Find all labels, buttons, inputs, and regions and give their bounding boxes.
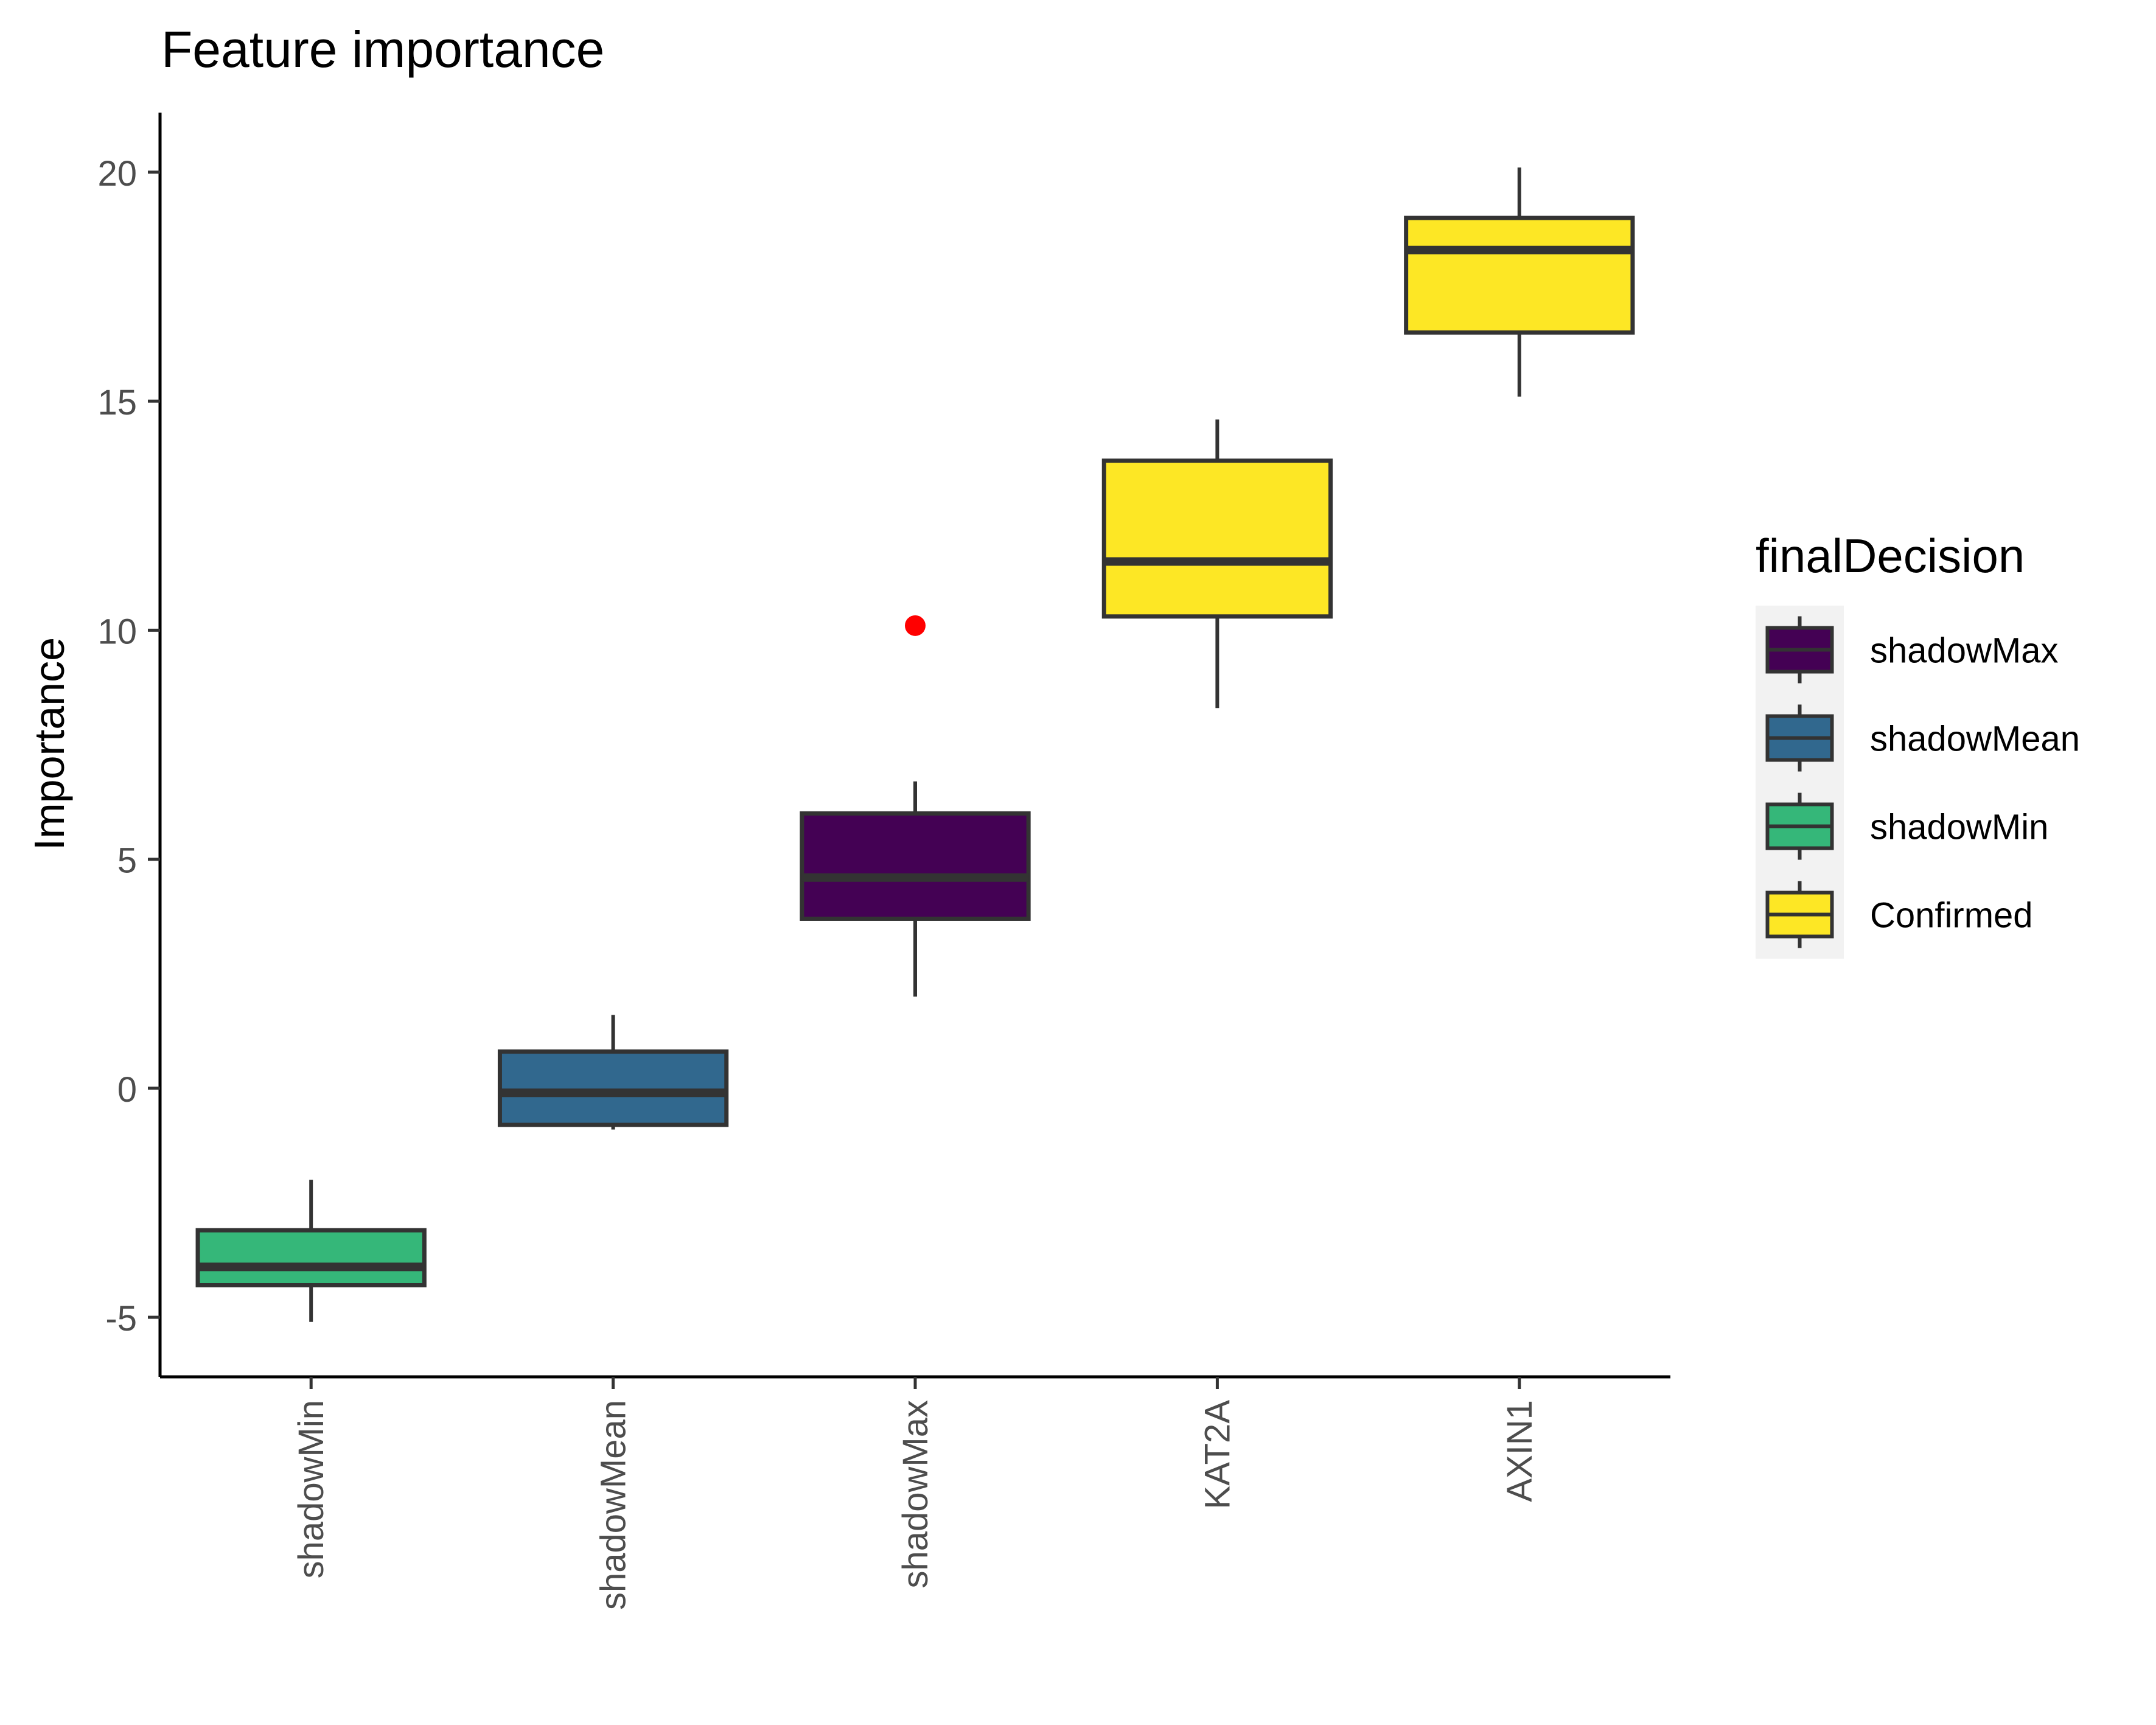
y-tick-label: 5 [117, 841, 137, 881]
box-KAT2A [1101, 419, 1333, 709]
legend-label: shadowMean [1870, 719, 2080, 759]
x-tick-label: KAT2A [1198, 1400, 1237, 1510]
box-iqr [800, 811, 1031, 921]
y-axis-label: Importance [26, 637, 73, 850]
box-iqr [195, 1228, 427, 1287]
legend: finalDecision shadowMax shadowMean shadowM… [1756, 529, 2080, 959]
box-iqr [1101, 458, 1333, 619]
legend-entry: shadowMin [1765, 793, 2048, 860]
x-tick-label: AXIN1 [1500, 1400, 1540, 1502]
legend-entry: shadowMean [1765, 704, 2080, 772]
legend-title: finalDecision [1756, 529, 2025, 583]
boxplot-boxes [195, 167, 1635, 1322]
box-iqr [1404, 215, 1635, 335]
x-tick-label: shadowMax [896, 1400, 935, 1588]
outlier-point [905, 615, 926, 636]
box-iqr [497, 1049, 729, 1127]
box-shadowMin [195, 1180, 427, 1322]
outlier-points [905, 615, 926, 636]
box-shadowMean [497, 1015, 729, 1130]
legend-label: shadowMin [1870, 808, 2048, 847]
legend-label: Confirmed [1870, 896, 2033, 936]
legend-entry: shadowMax [1765, 616, 2058, 684]
y-tick-label: 20 [97, 154, 137, 194]
x-axis: shadowMin shadowMean shadowMax KAT2A AXIN1 [160, 1375, 1670, 1610]
y-tick-label: -5 [105, 1299, 137, 1338]
y-tick-label: 0 [117, 1070, 137, 1110]
box-shadowMax [800, 781, 1031, 997]
y-tick-label: 15 [97, 383, 137, 422]
legend-label: shadowMax [1870, 631, 2058, 671]
x-tick-label: shadowMean [594, 1400, 633, 1610]
x-tick-label: shadowMin [291, 1400, 331, 1578]
legend-entry: Confirmed [1765, 881, 2033, 948]
y-tick-label: 10 [97, 612, 137, 651]
chart-title: Feature importance [161, 21, 604, 78]
y-axis: -5 0 5 10 15 20 [97, 113, 162, 1377]
box-AXIN1 [1404, 167, 1635, 397]
